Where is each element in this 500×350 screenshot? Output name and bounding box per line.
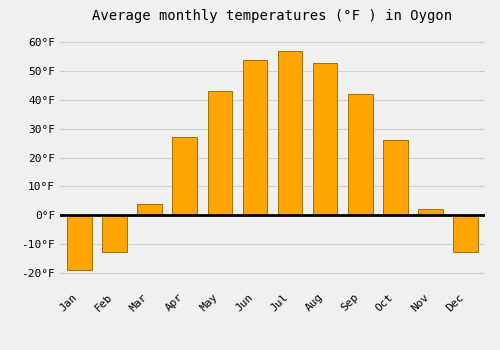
Bar bbox=[138, 204, 162, 215]
Bar bbox=[172, 137, 197, 215]
Bar bbox=[348, 94, 372, 215]
Bar bbox=[418, 209, 443, 215]
Bar bbox=[454, 215, 478, 252]
Bar bbox=[278, 51, 302, 215]
Bar bbox=[383, 140, 407, 215]
Bar bbox=[313, 63, 338, 215]
Bar bbox=[102, 215, 126, 252]
Bar bbox=[208, 91, 232, 215]
Bar bbox=[67, 215, 92, 270]
Title: Average monthly temperatures (°F ) in Oygon: Average monthly temperatures (°F ) in Oy… bbox=[92, 9, 452, 23]
Bar bbox=[242, 60, 267, 215]
